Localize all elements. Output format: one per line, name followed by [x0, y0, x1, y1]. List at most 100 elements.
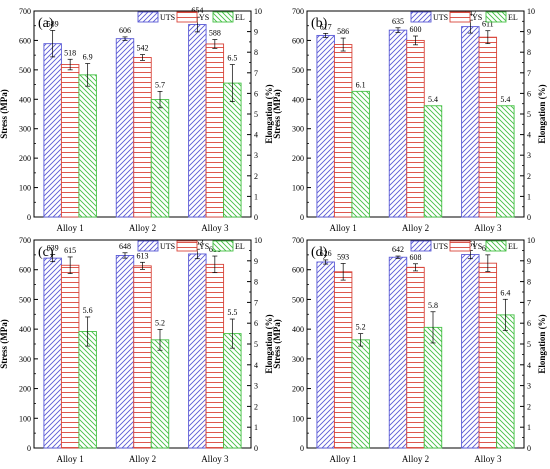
data-label-uts: 626	[320, 249, 332, 258]
bar-uts	[188, 253, 207, 449]
bar-el	[351, 90, 370, 218]
y2-tick-label: 5	[527, 110, 531, 119]
chart-panel-a: 0 100 200 300 400 500 600 700 0 1 2 3 4 5 6 7 8 9 10 Stress…	[0, 6, 274, 233]
y-tick-label: 500	[292, 66, 304, 75]
data-label-el: 5.7	[155, 80, 165, 89]
y-tick-label: 300	[292, 125, 304, 134]
bar-uts	[115, 38, 135, 218]
y-tick-label: 600	[19, 36, 31, 45]
legend-swatch-ys	[449, 240, 471, 252]
y2-tick-label: 7	[254, 69, 258, 78]
y2-tick-label: 7	[254, 298, 258, 307]
bar-el	[150, 99, 170, 218]
y2-tick-label: 4	[254, 131, 258, 140]
y-tick-label: 600	[292, 266, 304, 275]
data-label-uts: 589	[47, 19, 59, 28]
y2-tick-label: 3	[527, 151, 531, 160]
x-tick-label-alloy-1: Alloy 1	[57, 223, 84, 233]
legend-label-ys: YS	[199, 242, 209, 251]
y2-tick-label: 1	[527, 192, 531, 201]
bar-ys	[478, 36, 498, 218]
bar-el	[223, 333, 242, 449]
y-tick-label: 400	[19, 325, 31, 334]
y-tick-label: 0	[300, 444, 304, 453]
bar-ys	[333, 271, 353, 449]
bar-el	[423, 105, 443, 218]
data-label-ys: 542	[137, 44, 149, 53]
y2-tick-label: 2	[254, 172, 258, 181]
y2-tick-label: 10	[527, 7, 535, 16]
bar-ys	[60, 264, 80, 449]
data-label-el: 5.6	[83, 306, 93, 315]
y2-tick-label: 8	[254, 48, 258, 57]
y-tick-label: 0	[27, 444, 31, 453]
data-label-ys: 615	[64, 246, 76, 255]
y2-axis-title: Elongation (%)	[264, 84, 274, 143]
legend-swatch-el	[485, 11, 507, 23]
x-tick-label-alloy-2: Alloy 2	[129, 223, 156, 233]
y-tick-label: 0	[27, 213, 31, 222]
panel-label: (b)	[311, 16, 328, 31]
data-label-uts: 639	[47, 244, 59, 253]
legend-swatch-uts	[410, 240, 432, 252]
legend-label-uts: UTS	[160, 242, 175, 251]
bar-ys	[205, 43, 225, 218]
y-tick-label: 100	[292, 184, 304, 193]
legend-label-uts: UTS	[433, 13, 448, 22]
data-label-uts: 648	[119, 242, 131, 251]
data-label-uts: 635	[392, 17, 404, 26]
y2-tick-label: 2	[527, 402, 531, 411]
y2-tick-label: 9	[527, 28, 531, 37]
x-tick-label-alloy-3: Alloy 3	[201, 223, 229, 233]
y-axis-title: Stress (MPa)	[0, 319, 9, 369]
data-label-el: 5.8	[428, 301, 438, 310]
bar-el	[78, 331, 97, 449]
y2-tick-label: 4	[254, 361, 258, 370]
data-label-uts: 654	[191, 6, 203, 15]
y2-tick-label: 6	[254, 319, 258, 328]
y-tick-label: 400	[19, 95, 31, 104]
y2-tick-label: 1	[527, 423, 531, 432]
bar-ys	[478, 262, 498, 449]
y-tick-label: 300	[19, 125, 31, 134]
data-label-ys: 586	[337, 27, 349, 36]
x-tick-label-alloy-1: Alloy 1	[330, 454, 357, 464]
y2-tick-label: 7	[527, 69, 531, 78]
y2-tick-label: 2	[527, 172, 531, 181]
bar-uts	[388, 29, 408, 218]
data-label-el: 5.2	[356, 323, 366, 332]
legend-swatch-el	[212, 240, 234, 252]
y2-tick-label: 9	[254, 28, 258, 37]
y-axis-title: Stress (MPa)	[272, 319, 282, 369]
y-tick-label: 500	[292, 295, 304, 304]
data-label-el: 5.4	[500, 95, 510, 104]
bar-uts	[43, 43, 62, 218]
y2-tick-label: 0	[254, 444, 258, 453]
bar-uts	[115, 255, 135, 449]
legend-swatch-el	[485, 240, 507, 252]
y-tick-label: 100	[19, 184, 31, 193]
y2-tick-label: 8	[254, 278, 258, 287]
y-tick-label: 0	[300, 213, 304, 222]
bar-ys	[406, 266, 425, 449]
legend-label-uts: UTS	[433, 242, 448, 251]
legend-label-ys: YS	[472, 242, 482, 251]
legend-label-el: EL	[235, 242, 245, 251]
y-tick-label: 700	[292, 7, 304, 16]
x-tick-label-alloy-3: Alloy 3	[474, 223, 502, 233]
bar-uts	[43, 257, 62, 449]
bar-el	[496, 105, 515, 218]
y2-tick-label: 4	[527, 361, 531, 370]
legend-label-el: EL	[508, 242, 518, 251]
y2-tick-label: 6	[527, 319, 531, 328]
bar-uts	[461, 26, 480, 218]
x-tick-label-alloy-2: Alloy 2	[129, 454, 156, 464]
data-label-uts: 606	[119, 26, 131, 35]
bar-el	[78, 74, 97, 218]
bar-ys	[60, 64, 80, 218]
data-label-el: 6.4	[500, 288, 510, 297]
legend-swatch-ys	[176, 11, 198, 23]
y2-axis-title: Elongation (%)	[264, 314, 274, 373]
y-tick-label: 400	[292, 95, 304, 104]
bar-ys	[333, 44, 353, 218]
